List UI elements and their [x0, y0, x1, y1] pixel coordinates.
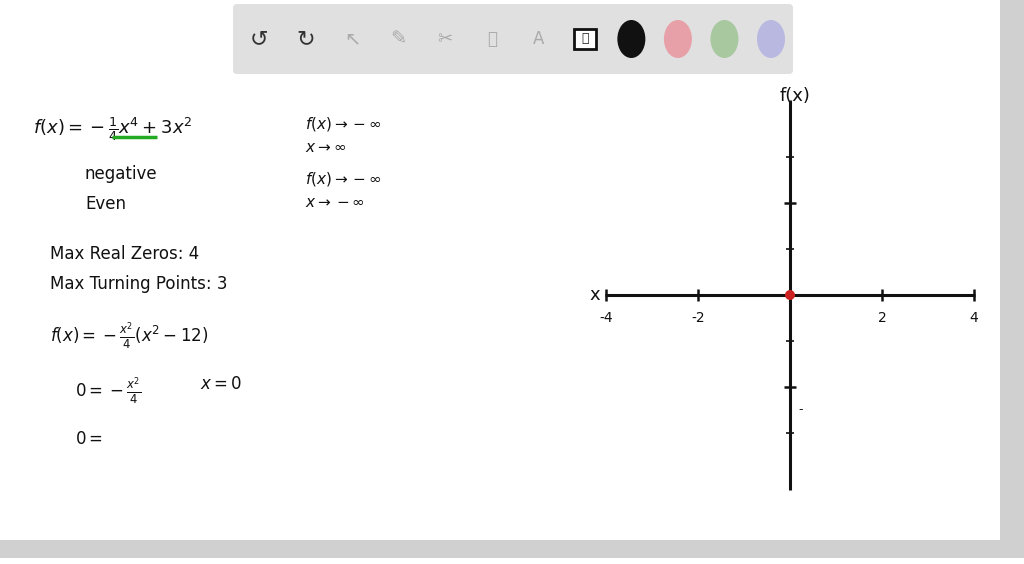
Bar: [1000, 0, 1024, 540]
Text: $0 = -\frac{x^2}{4}$: $0 = -\frac{x^2}{4}$: [75, 375, 141, 406]
Text: ↖: ↖: [344, 29, 360, 49]
Text: ⛰: ⛰: [581, 33, 589, 46]
FancyBboxPatch shape: [233, 4, 793, 74]
Text: $f(x) \rightarrow -\infty$: $f(x) \rightarrow -\infty$: [305, 115, 382, 133]
Text: negative: negative: [85, 165, 158, 183]
Text: ↻: ↻: [296, 29, 314, 49]
Ellipse shape: [711, 20, 738, 58]
Text: $x \rightarrow \infty$: $x \rightarrow \infty$: [305, 140, 346, 155]
Text: A: A: [532, 30, 544, 48]
FancyBboxPatch shape: [573, 29, 596, 49]
Text: $0 =$: $0 =$: [75, 430, 103, 448]
Text: ✂: ✂: [437, 30, 453, 48]
Text: $f(x) = -\frac{x^2}{4}(x^2 - 12)$: $f(x) = -\frac{x^2}{4}(x^2 - 12)$: [50, 320, 208, 351]
Text: ↺: ↺: [250, 29, 268, 49]
Text: f(x): f(x): [779, 87, 810, 105]
Circle shape: [785, 290, 795, 300]
Ellipse shape: [617, 20, 645, 58]
Bar: [0, 540, 1024, 558]
Text: 2: 2: [878, 311, 887, 325]
Text: x: x: [590, 286, 600, 304]
Text: -4: -4: [599, 311, 612, 325]
Ellipse shape: [664, 20, 692, 58]
Text: $f(x)= -\frac{1}{4}x^4 + 3x^2$: $f(x)= -\frac{1}{4}x^4 + 3x^2$: [33, 115, 193, 143]
Text: -2: -2: [691, 311, 705, 325]
Text: $x = 0$: $x = 0$: [200, 375, 242, 393]
Text: Max Turning Points: 3: Max Turning Points: 3: [50, 275, 227, 293]
Text: Even: Even: [85, 195, 126, 213]
Text: $f(x) \rightarrow -\infty$: $f(x) \rightarrow -\infty$: [305, 170, 382, 188]
Text: ⬱: ⬱: [486, 30, 497, 48]
Ellipse shape: [757, 20, 785, 58]
Text: 4: 4: [970, 311, 978, 325]
Text: $x \rightarrow -\infty$: $x \rightarrow -\infty$: [305, 195, 365, 210]
Text: Max Real Zeros: 4: Max Real Zeros: 4: [50, 245, 200, 263]
Text: -: -: [798, 403, 803, 416]
Text: ✎: ✎: [390, 29, 407, 49]
